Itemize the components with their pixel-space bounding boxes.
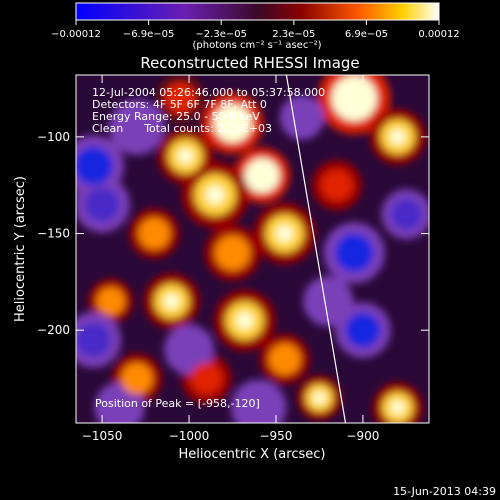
info-line-counts: Clean Total counts: 2.73E+03	[92, 122, 272, 135]
colorbar-tick-label: −6.9e−05	[123, 29, 175, 40]
heatmap-blob	[121, 362, 153, 395]
heatmap-blob-core	[205, 185, 225, 205]
chart-title: Reconstructed RHESSI Image	[140, 54, 359, 72]
plot-frame	[75, 74, 430, 424]
heatmap-blob-core	[276, 224, 294, 243]
y-tick-label: −200	[37, 323, 70, 337]
heatmap-blob-core	[344, 88, 365, 109]
heatmap-blob-core	[313, 391, 326, 405]
colorbar-tick-label: 6.9e−05	[345, 29, 388, 40]
heatmap-blob	[138, 217, 170, 250]
heatmap-blob	[312, 285, 344, 317]
x-tick-label: −1000	[169, 429, 210, 443]
heatmap-blob	[164, 82, 196, 114]
colorbar	[75, 2, 440, 21]
y-axis: −100 −150 −200	[37, 130, 429, 337]
colorbar-tick-label: −2.3e−05	[195, 29, 247, 40]
footer-timestamp: 15-Jun-2013 04:39	[393, 485, 496, 498]
y-tick-label: −150	[37, 227, 70, 241]
heatmap-blob	[76, 146, 113, 185]
limb-line	[285, 75, 347, 423]
heatmap-blob	[269, 343, 301, 375]
x-axis: −1050 −1000 −950 −900	[82, 75, 379, 443]
heatmap-blob-core	[163, 293, 180, 310]
colorbar-ticks: −0.00012 −6.9e−05 −2.3e−05 2.3e−05 6.9e−05 0.…	[51, 20, 460, 40]
x-tick-label: −1050	[82, 429, 123, 443]
peak-position-label: Position of Peak = [-958,-120]	[95, 397, 260, 410]
heatmap-blob	[103, 391, 136, 423]
heatmap-blob	[215, 235, 250, 271]
heatmap-blob	[119, 109, 155, 145]
heatmap-blob	[321, 169, 353, 201]
colorbar-units: (photons cm⁻² s⁻¹ asec⁻²)	[192, 40, 321, 51]
heatmap-blob	[96, 287, 125, 316]
colorbar-tick-label: 2.3e−05	[272, 29, 315, 40]
x-axis-label: Heliocentric X (arcsec)	[179, 447, 326, 462]
x-tick-label: −900	[346, 429, 379, 443]
x-tick-label: −950	[259, 429, 292, 443]
info-line-time: 12-Jul-2004 05:26:46.000 to 05:37:58.000	[92, 86, 325, 99]
heatmap-blob	[241, 390, 276, 423]
heatmap-blob-core	[254, 167, 270, 184]
info-line-detectors: Detectors: 4F 5F 6F 7F 8F, Att 0	[92, 98, 267, 111]
colorbar-tick-label: 0.00012	[418, 29, 459, 40]
heatmap-blob-core	[390, 400, 405, 415]
info-line-energy: Energy Range: 25.0 - 50.0 keV	[92, 110, 260, 123]
heatmap-blob	[390, 198, 423, 230]
heatmap-blob-core	[389, 129, 406, 145]
heatmap-blob	[345, 312, 381, 348]
heatmap-blob	[190, 362, 223, 395]
heatmap-blob-core	[223, 114, 242, 132]
heatmap-blob	[84, 187, 120, 222]
heatmap-blob	[76, 322, 111, 358]
heatmap-image	[76, 75, 429, 423]
heatmap-blob	[173, 333, 205, 366]
heatmap-blob	[335, 233, 374, 272]
heatmap-blob-core	[236, 311, 254, 330]
colorbar-tick-label: −0.00012	[51, 29, 101, 40]
y-axis-label: Heliocentric Y (arcsec)	[13, 176, 28, 322]
heatmap-blob-core	[177, 148, 194, 165]
y-tick-label: −100	[37, 130, 70, 144]
info-text: 12-Jul-2004 05:26:46.000 to 05:37:58.000…	[92, 86, 325, 135]
